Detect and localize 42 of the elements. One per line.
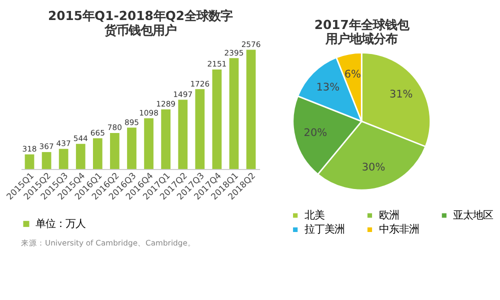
data-label: 367 <box>39 142 54 152</box>
bar <box>144 118 154 170</box>
bar <box>127 128 136 170</box>
data-label: 665 <box>90 128 106 138</box>
legend-label: 拉丁美洲 <box>304 224 344 236</box>
data-label: 20% <box>304 127 328 140</box>
legend-label: 北美 <box>304 209 324 222</box>
chart-title: 2015年Q1-2018年Q2全球数字货币钱包用户 <box>48 8 232 38</box>
data-label: 318 <box>22 144 37 154</box>
data-label: 30% <box>362 161 386 174</box>
legend-label: 单位：万人 <box>35 218 86 230</box>
legend-label: 亚太地区 <box>453 209 494 222</box>
data-label: 1289 <box>156 100 176 109</box>
bar <box>110 132 120 170</box>
bar <box>76 144 86 170</box>
bar <box>195 89 205 170</box>
data-label: 13% <box>316 81 340 94</box>
data-label: 6% <box>344 68 362 80</box>
bar <box>246 50 256 170</box>
data-label: 1726 <box>190 79 210 88</box>
bar <box>212 69 222 170</box>
chart-title: 2017年全球钱包用户地域分布 <box>314 16 410 46</box>
data-label: 1497 <box>173 90 193 99</box>
data-label: 31% <box>389 88 413 100</box>
bar <box>161 109 171 170</box>
data-label: 544 <box>73 134 88 143</box>
data-label: 437 <box>56 138 72 148</box>
data-label: 780 <box>107 123 122 132</box>
bar <box>42 152 52 170</box>
bar <box>92 138 102 170</box>
data-label: 2151 <box>207 60 227 69</box>
legend-label: 欧洲 <box>378 209 399 222</box>
data-label: 2395 <box>224 48 244 58</box>
bar <box>178 100 188 170</box>
source-note: 来源：University of Cambridge、Cambridge。 <box>20 238 196 248</box>
legend-label: 中东非洲 <box>378 224 419 236</box>
data-label: 895 <box>124 118 140 127</box>
data-label: 2576 <box>241 40 261 49</box>
bar <box>24 154 34 170</box>
bar <box>58 148 68 170</box>
data-label: 1098 <box>139 108 159 118</box>
bar <box>229 58 239 170</box>
